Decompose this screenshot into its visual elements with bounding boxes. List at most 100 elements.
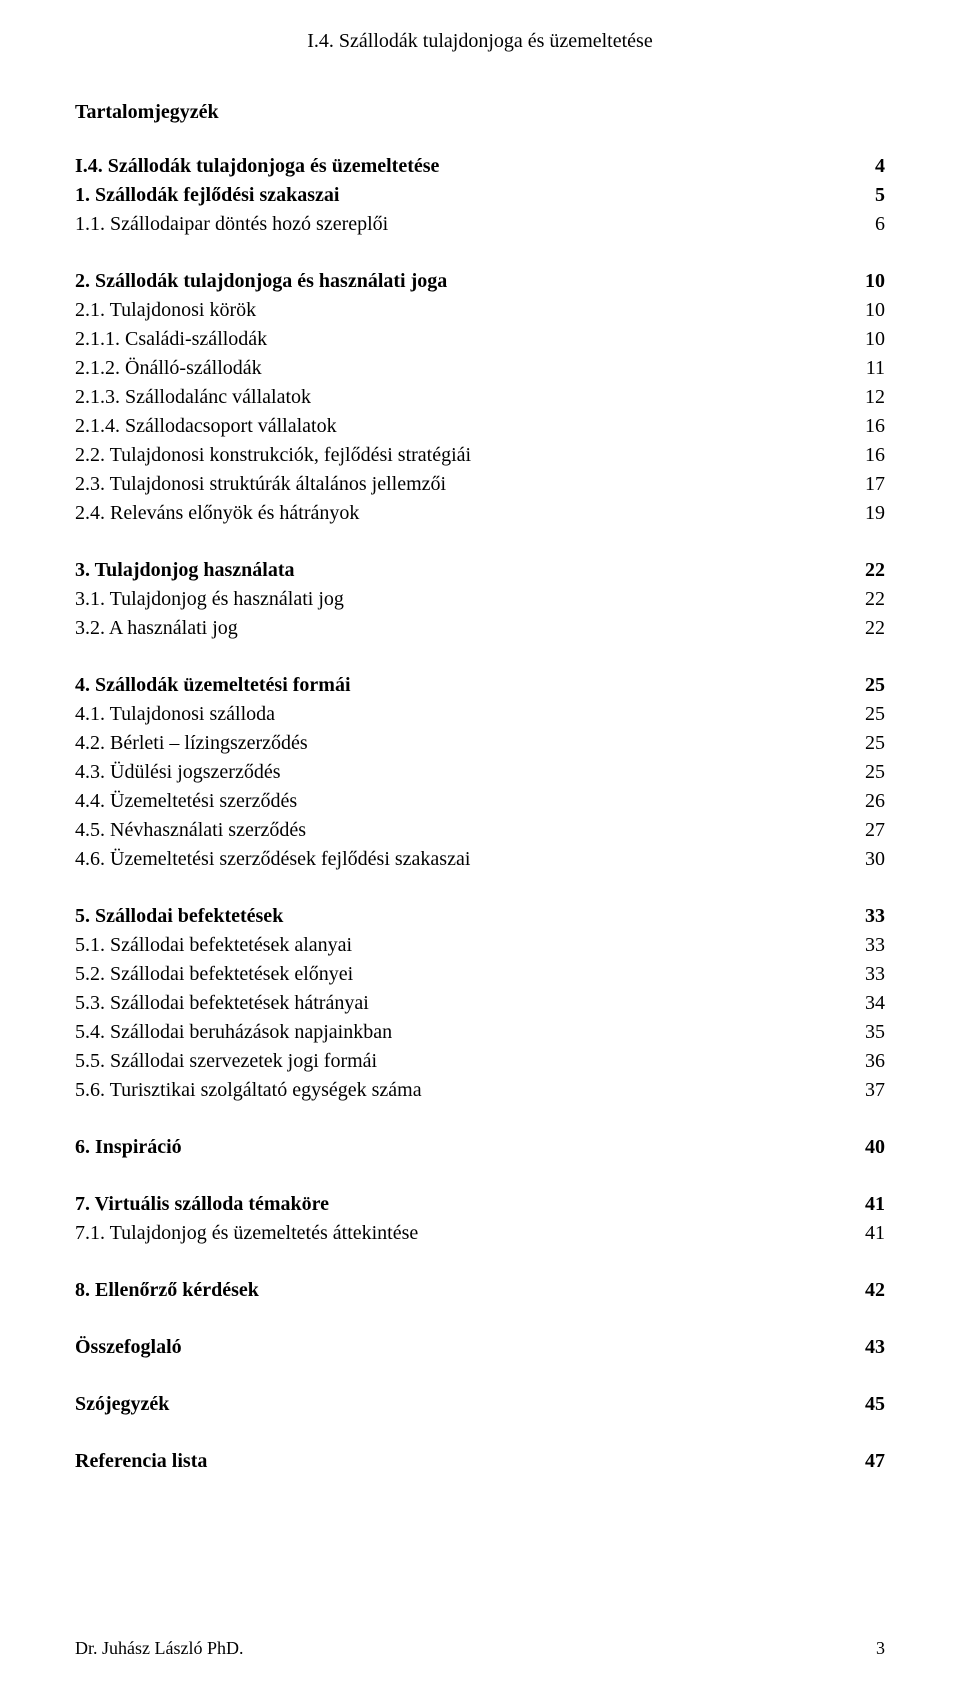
toc-row: 2.4. Releváns előnyök és hátrányok19 [75,499,885,528]
toc-entry-page: 25 [845,758,885,787]
toc-row: 5.1. Szállodai befektetések alanyai33 [75,931,885,960]
toc-entry-page: 10 [845,267,885,296]
toc-entry-label: 5.1. Szállodai befektetések alanyai [75,931,845,960]
footer-page-number: 3 [876,1638,885,1659]
toc-entry-label: 2.1. Tulajdonosi körök [75,296,845,325]
toc-entry-page: 25 [845,700,885,729]
toc-row: 2.1.1. Családi-szállodák10 [75,325,885,354]
toc-entry-page: 42 [845,1276,885,1305]
toc-row: 7.1. Tulajdonjog és üzemeltetés áttekint… [75,1219,885,1248]
toc-entry-page: 22 [845,614,885,643]
toc-row: 1.1. Szállodaipar döntés hozó szereplői6 [75,210,885,239]
toc-row: 5.2. Szállodai befektetések előnyei33 [75,960,885,989]
toc-entry-page: 25 [845,671,885,700]
toc-entry-page: 26 [845,787,885,816]
toc-row: 4.3. Üdülési jogszerződés25 [75,758,885,787]
toc-row: 5.3. Szállodai befektetések hátrányai34 [75,989,885,1018]
toc-entry-label: 5.5. Szállodai szervezetek jogi formái [75,1047,845,1076]
toc-entry-page: 16 [845,412,885,441]
toc-entry-page: 11 [845,354,885,383]
toc-section: 7. Virtuális szálloda témaköre417.1. Tul… [75,1190,885,1248]
toc-entry-page: 4 [845,152,885,181]
toc-row: I.4. Szállodák tulajdonjoga és üzemeltet… [75,152,885,181]
toc-row: 5. Szállodai befektetések33 [75,902,885,931]
toc-entry-label: 1.1. Szállodaipar döntés hozó szereplői [75,210,845,239]
toc-row: 8. Ellenőrző kérdések42 [75,1276,885,1305]
toc-row: 5.4. Szállodai beruházások napjainkban35 [75,1018,885,1047]
toc-entry-page: 34 [845,989,885,1018]
toc-entry-label: Szójegyzék [75,1390,845,1419]
toc-entry-label: 5.6. Turisztikai szolgáltató egységek sz… [75,1076,845,1105]
toc-section: Összefoglaló43 [75,1333,885,1362]
toc-entry-label: 2.3. Tulajdonosi struktúrák általános je… [75,470,845,499]
toc-row: Szójegyzék45 [75,1390,885,1419]
toc-entry-page: 36 [845,1047,885,1076]
toc-row: 5.6. Turisztikai szolgáltató egységek sz… [75,1076,885,1105]
toc-row: 4.5. Névhasználati szerződés27 [75,816,885,845]
toc-entry-label: 7.1. Tulajdonjog és üzemeltetés áttekint… [75,1219,845,1248]
toc-entry-page: 33 [845,960,885,989]
toc-row: Referencia lista47 [75,1447,885,1476]
toc-entry-label: 2.2. Tulajdonosi konstrukciók, fejlődési… [75,441,845,470]
toc-section: 8. Ellenőrző kérdések42 [75,1276,885,1305]
toc-entry-page: 41 [845,1190,885,1219]
toc-section: 3. Tulajdonjog használata223.1. Tulajdon… [75,556,885,643]
header-title: I.4. Szállodák tulajdonjoga és üzemeltet… [307,30,652,52]
toc-entry-label: Összefoglaló [75,1333,845,1362]
toc-entry-page: 45 [845,1390,885,1419]
toc-entry-page: 19 [845,499,885,528]
footer-author: Dr. Juhász László PhD. [75,1638,243,1659]
toc-entry-page: 40 [845,1133,885,1162]
toc-row: 4.1. Tulajdonosi szálloda25 [75,700,885,729]
toc-row: 3. Tulajdonjog használata22 [75,556,885,585]
toc-entry-label: 2.4. Releváns előnyök és hátrányok [75,499,845,528]
toc-row: 2. Szállodák tulajdonjoga és használati … [75,267,885,296]
toc-entry-label: 5.2. Szállodai befektetések előnyei [75,960,845,989]
toc-section: Referencia lista47 [75,1447,885,1476]
toc-entry-label: 4.2. Bérleti – lízingszerződés [75,729,845,758]
toc-entry-page: 33 [845,902,885,931]
toc-entry-page: 22 [845,556,885,585]
toc-entry-page: 35 [845,1018,885,1047]
toc-row: 4.2. Bérleti – lízingszerződés25 [75,729,885,758]
toc-entry-label: 5.4. Szállodai beruházások napjainkban [75,1018,845,1047]
toc-entry-page: 27 [845,816,885,845]
toc-row: 4.6. Üzemeltetési szerződések fejlődési … [75,845,885,874]
toc-entry-label: 3. Tulajdonjog használata [75,556,845,585]
page-header: I.4. Szállodák tulajdonjoga és üzemeltet… [75,30,885,53]
toc-row: 2.1. Tulajdonosi körök10 [75,296,885,325]
toc-section: 2. Szállodák tulajdonjoga és használati … [75,267,885,528]
toc-row: 2.3. Tulajdonosi struktúrák általános je… [75,470,885,499]
toc-entry-label: 2.1.3. Szállodalánc vállalatok [75,383,845,412]
toc-row: 4.4. Üzemeltetési szerződés26 [75,787,885,816]
toc-entry-label: 2. Szállodák tulajdonjoga és használati … [75,267,845,296]
toc-entry-label: 8. Ellenőrző kérdések [75,1276,845,1305]
toc-entry-page: 33 [845,931,885,960]
toc-section: 4. Szállodák üzemeltetési formái254.1. T… [75,671,885,874]
toc-entry-label: 4.4. Üzemeltetési szerződés [75,787,845,816]
toc-row: 4. Szállodák üzemeltetési formái25 [75,671,885,700]
toc-entry-label: 5.3. Szállodai befektetések hátrányai [75,989,845,1018]
toc-entry-label: 4. Szállodák üzemeltetési formái [75,671,845,700]
toc-entry-label: 6. Inspiráció [75,1133,845,1162]
toc-entry-page: 17 [845,470,885,499]
toc-entry-page: 30 [845,845,885,874]
toc-entry-page: 47 [845,1447,885,1476]
toc-section: I.4. Szállodák tulajdonjoga és üzemeltet… [75,152,885,239]
toc-row: 3.2. A használati jog22 [75,614,885,643]
toc-entry-page: 16 [845,441,885,470]
toc-entry-page: 25 [845,729,885,758]
toc-section: 5. Szállodai befektetések335.1. Szálloda… [75,902,885,1105]
toc-row: 2.1.3. Szállodalánc vállalatok12 [75,383,885,412]
toc-entry-label: 2.1.4. Szállodacsoport vállalatok [75,412,845,441]
toc-entry-label: 4.3. Üdülési jogszerződés [75,758,845,787]
toc-entry-label: 2.1.2. Önálló-szállodák [75,354,845,383]
toc-entry-label: I.4. Szállodák tulajdonjoga és üzemeltet… [75,152,845,181]
toc-section: 6. Inspiráció40 [75,1133,885,1162]
toc-entry-label: 4.5. Névhasználati szerződés [75,816,845,845]
toc-row: 7. Virtuális szálloda témaköre41 [75,1190,885,1219]
toc-row: 3.1. Tulajdonjog és használati jog22 [75,585,885,614]
toc-entry-page: 6 [845,210,885,239]
toc-entry-label: 3.2. A használati jog [75,614,845,643]
toc-entry-label: 4.6. Üzemeltetési szerződések fejlődési … [75,845,845,874]
